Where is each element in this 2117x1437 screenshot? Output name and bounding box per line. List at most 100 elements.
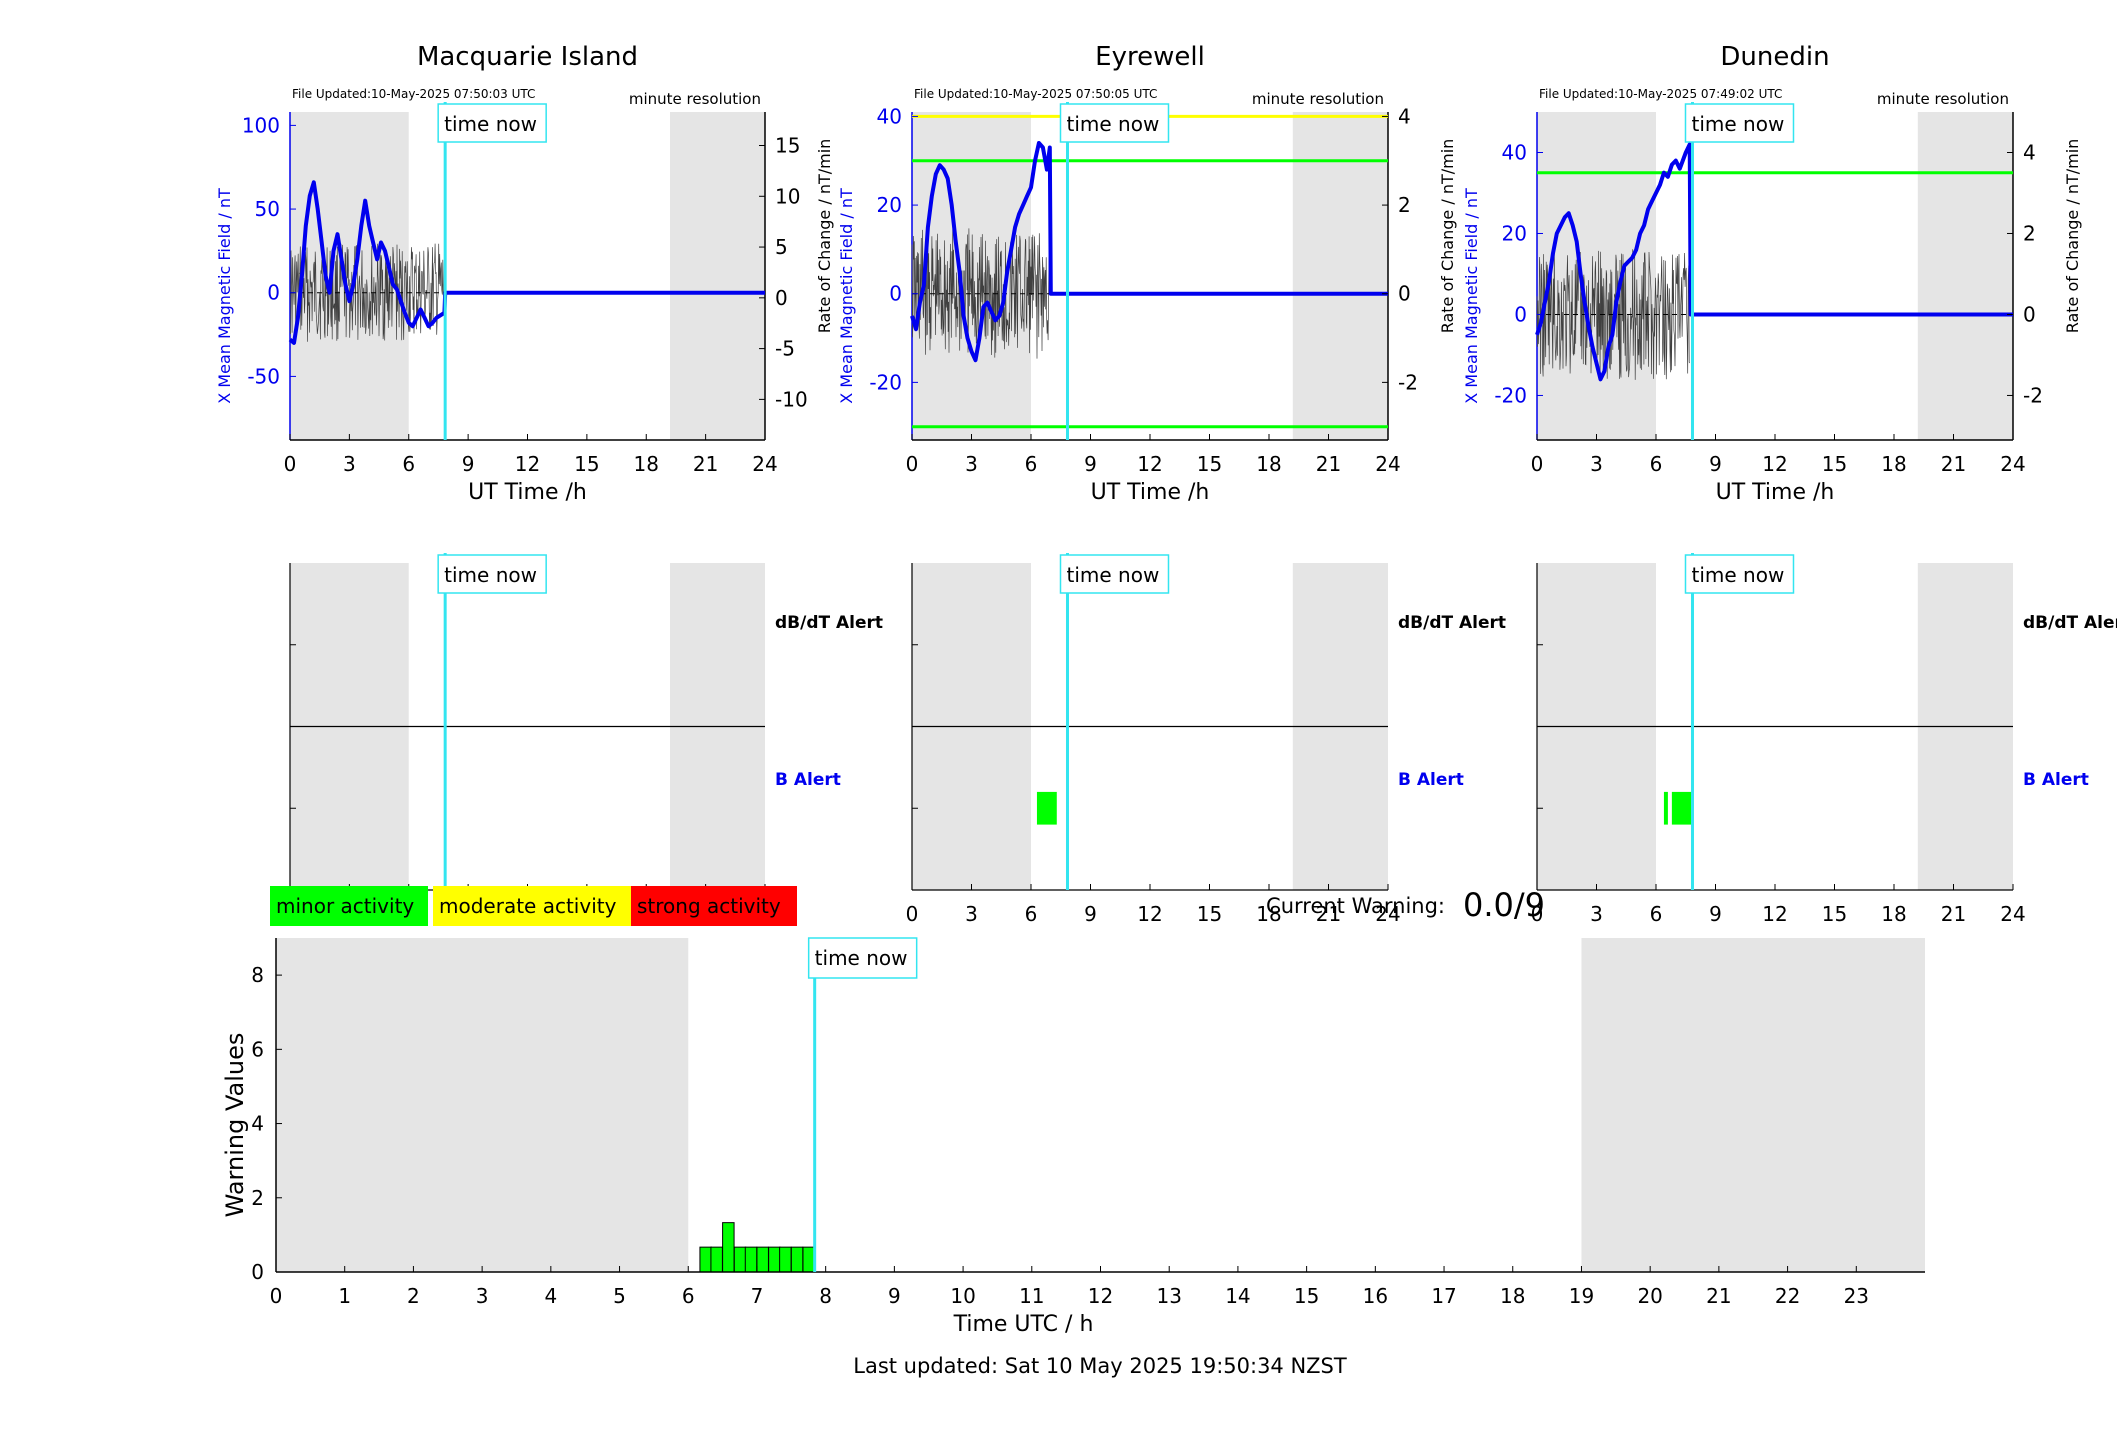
y-left-tick-label: -20	[1494, 383, 1527, 407]
warning-bar	[768, 1246, 781, 1273]
y-right-tick-label: -5	[775, 337, 795, 361]
warning-y-tick-label: 0	[251, 1260, 264, 1284]
x-tick-label: 6	[1025, 902, 1038, 926]
x-tick-label: 18	[1881, 452, 1906, 476]
x-tick-label: 12	[515, 452, 540, 476]
rate-of-change-line	[911, 228, 1052, 359]
x-tick-label: 24	[1375, 902, 1400, 926]
x-tick-label: 0	[1531, 452, 1544, 476]
file-updated: File Updated:10-May-2025 07:50:03 UTC	[292, 87, 535, 101]
legend-swatch	[433, 886, 631, 926]
station-title: Dunedin	[1720, 42, 1829, 72]
x-tick-label: 15	[574, 452, 599, 476]
current-warning-value: 0.0/9	[1463, 886, 1545, 924]
b-alert-block	[1036, 791, 1057, 825]
warning-bar	[733, 1246, 747, 1273]
x-tick-label: 0	[284, 452, 297, 476]
y-right-tick-label: 2	[2023, 221, 2036, 245]
station-panels: Macquarie Island File Updated:10-May-2025…	[215, 42, 2082, 505]
x-field-line	[288, 180, 765, 345]
x-tick-label: 12	[1762, 902, 1787, 926]
x-tick-label: 15	[1197, 452, 1222, 476]
x-tick-label: 6	[1650, 902, 1663, 926]
warning-x-tick-label: 23	[1844, 1284, 1869, 1308]
legend-label: strong activity	[637, 894, 781, 918]
x-tick-label: 9	[1709, 452, 1722, 476]
legend-label: moderate activity	[439, 894, 617, 918]
x-tick-label: 0	[906, 452, 919, 476]
warning-x-tick-label: 11	[1019, 1284, 1044, 1308]
y-left-tick-label: 50	[255, 197, 280, 221]
warning-x-tick-label: 22	[1775, 1284, 1800, 1308]
x-axis-label: UT Time /h	[468, 480, 587, 505]
time-now-label: time now	[1691, 563, 1784, 587]
night-shade	[276, 938, 689, 1272]
night-shade	[670, 112, 765, 440]
activity-legend: minor activity moderate activity strong ac…	[270, 886, 1545, 926]
b-alert-block	[1663, 791, 1668, 825]
y-right-tick-label: 0	[2023, 302, 2036, 326]
time-now-label: time now	[1066, 563, 1159, 587]
y-right-tick-label: 4	[2023, 140, 2036, 164]
x-axis-label: UT Time /h	[1091, 480, 1210, 505]
warning-x-tick-label: 4	[544, 1284, 557, 1308]
y-right-tick-label: -2	[1398, 370, 1418, 394]
x-tick-label: 18	[1256, 902, 1281, 926]
warning-x-tick-label: 14	[1225, 1284, 1250, 1308]
y-right-tick-label: 5	[775, 235, 788, 259]
x-tick-label: 9	[1084, 902, 1097, 926]
x-tick-label: 0	[1531, 902, 1544, 926]
b-alert-label: B Alert	[775, 770, 841, 790]
y-left-axis-label: X Mean Magnetic Field / nT	[837, 188, 856, 404]
night-shade	[1581, 938, 1925, 1272]
warning-y-tick-label: 8	[251, 963, 264, 987]
time-now-box	[1059, 103, 1170, 143]
warning-x-tick-label: 19	[1569, 1284, 1594, 1308]
x-tick-label: 9	[1709, 902, 1722, 926]
dbdt-alert-label: dB/dT Alert	[2023, 613, 2117, 633]
y-right-tick-label: 2	[1398, 193, 1411, 217]
alert-panels: time now dB/dT Alert B Alert 0 3 6 9 12 15 18 21 24…	[284, 553, 2117, 926]
x-tick-label: 9	[462, 452, 475, 476]
time-now-box	[437, 103, 547, 143]
x-tick-label: 0	[906, 902, 919, 926]
x-tick-label: 6	[1650, 452, 1663, 476]
legend-swatch	[270, 886, 428, 926]
x-tick-label: 24	[2000, 902, 2025, 926]
x-tick-label: 24	[2000, 452, 2025, 476]
y-right-tick-label: -10	[775, 387, 808, 411]
y-left-tick-label: 40	[1502, 140, 1527, 164]
warning-bar	[710, 1246, 723, 1273]
warning-bar	[790, 1246, 804, 1273]
time-now-label: time now	[1066, 112, 1159, 136]
warning-x-tick-label: 5	[613, 1284, 626, 1308]
x-tick-label: 15	[1197, 902, 1222, 926]
x-tick-label: 6	[402, 452, 415, 476]
x-tick-label: 21	[1316, 452, 1341, 476]
x-tick-label: 21	[1941, 902, 1966, 926]
alert-panel-2: time now dB/dT Alert B Alert 0 3 6 9 12 15 18 21 24	[1531, 553, 2117, 926]
warning-x-tick-label: 13	[1156, 1284, 1181, 1308]
y-left-tick-label: 0	[1514, 302, 1527, 326]
warning-bar	[744, 1246, 758, 1273]
y-right-axis-label: Rate of Change / nT/min	[1438, 139, 1457, 334]
warning-y-tick-label: 2	[251, 1186, 264, 1210]
x-tick-label: 18	[1881, 902, 1906, 926]
x-tick-label: 3	[965, 902, 978, 926]
warning-x-tick-label: 2	[407, 1284, 420, 1308]
alert-panel-1: time now dB/dT Alert B Alert 0 3 6 9 12 15 18 21 24	[906, 553, 1506, 926]
y-right-tick-label: 4	[1398, 104, 1411, 128]
x-tick-label: 18	[1256, 452, 1281, 476]
station-title: Macquarie Island	[417, 42, 638, 72]
time-now-label: time now	[1691, 112, 1784, 136]
b-alert-label: B Alert	[2023, 770, 2089, 790]
station-panel-1: Eyrewell File Updated:10-May-2025 07:50:0…	[837, 42, 1457, 505]
x-field-line	[910, 141, 1388, 363]
station-title: Eyrewell	[1095, 42, 1205, 72]
night-shade	[1292, 112, 1388, 440]
warning-x-tick-label: 15	[1294, 1284, 1319, 1308]
time-now-box	[437, 554, 547, 594]
y-left-tick-label: 20	[877, 193, 902, 217]
